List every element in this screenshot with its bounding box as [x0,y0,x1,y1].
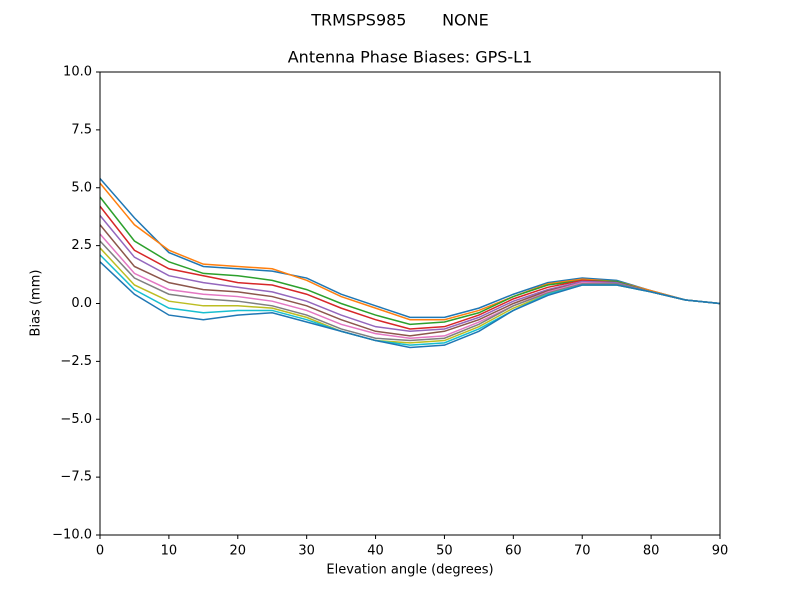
series-line [99,177,721,319]
y-tick-label: −2.5 [60,354,92,369]
y-tick-label: 5.0 [71,180,92,195]
x-axis-label: Elevation angle (degrees) [326,563,493,578]
suptitle: TRMSPS985 NONE [310,11,488,30]
plot-frame [99,71,721,536]
x-tick-label: 50 [436,544,453,559]
x-tick-label: 40 [367,544,384,559]
y-axis-label: Bias (mm) [29,270,44,337]
y-tick-label: −7.5 [60,470,92,485]
chart-title: Antenna Phase Biases: GPS-L1 [288,48,533,67]
x-tick-label: 10 [161,544,178,559]
series-line [99,240,721,342]
y-tick-label: −10.0 [52,528,92,543]
series-line [99,182,721,321]
x-tick-label: 90 [712,544,729,559]
x-tick-label: 80 [643,544,660,559]
y-tick-label: −5.0 [60,412,92,427]
y-tick-label: 10.0 [63,65,92,80]
x-tick-label: 20 [230,544,247,559]
y-tick-label: 0.0 [71,296,92,311]
y-tick-label: 7.5 [71,122,92,137]
x-tick-label: 70 [574,544,591,559]
series-line [99,196,721,326]
series-line [99,215,721,333]
y-tick-label: 2.5 [71,238,92,253]
x-tick-label: 0 [96,544,104,559]
series-line [99,261,721,349]
x-tick-label: 60 [505,544,522,559]
x-tick-label: 30 [298,544,315,559]
series-line [99,205,721,330]
